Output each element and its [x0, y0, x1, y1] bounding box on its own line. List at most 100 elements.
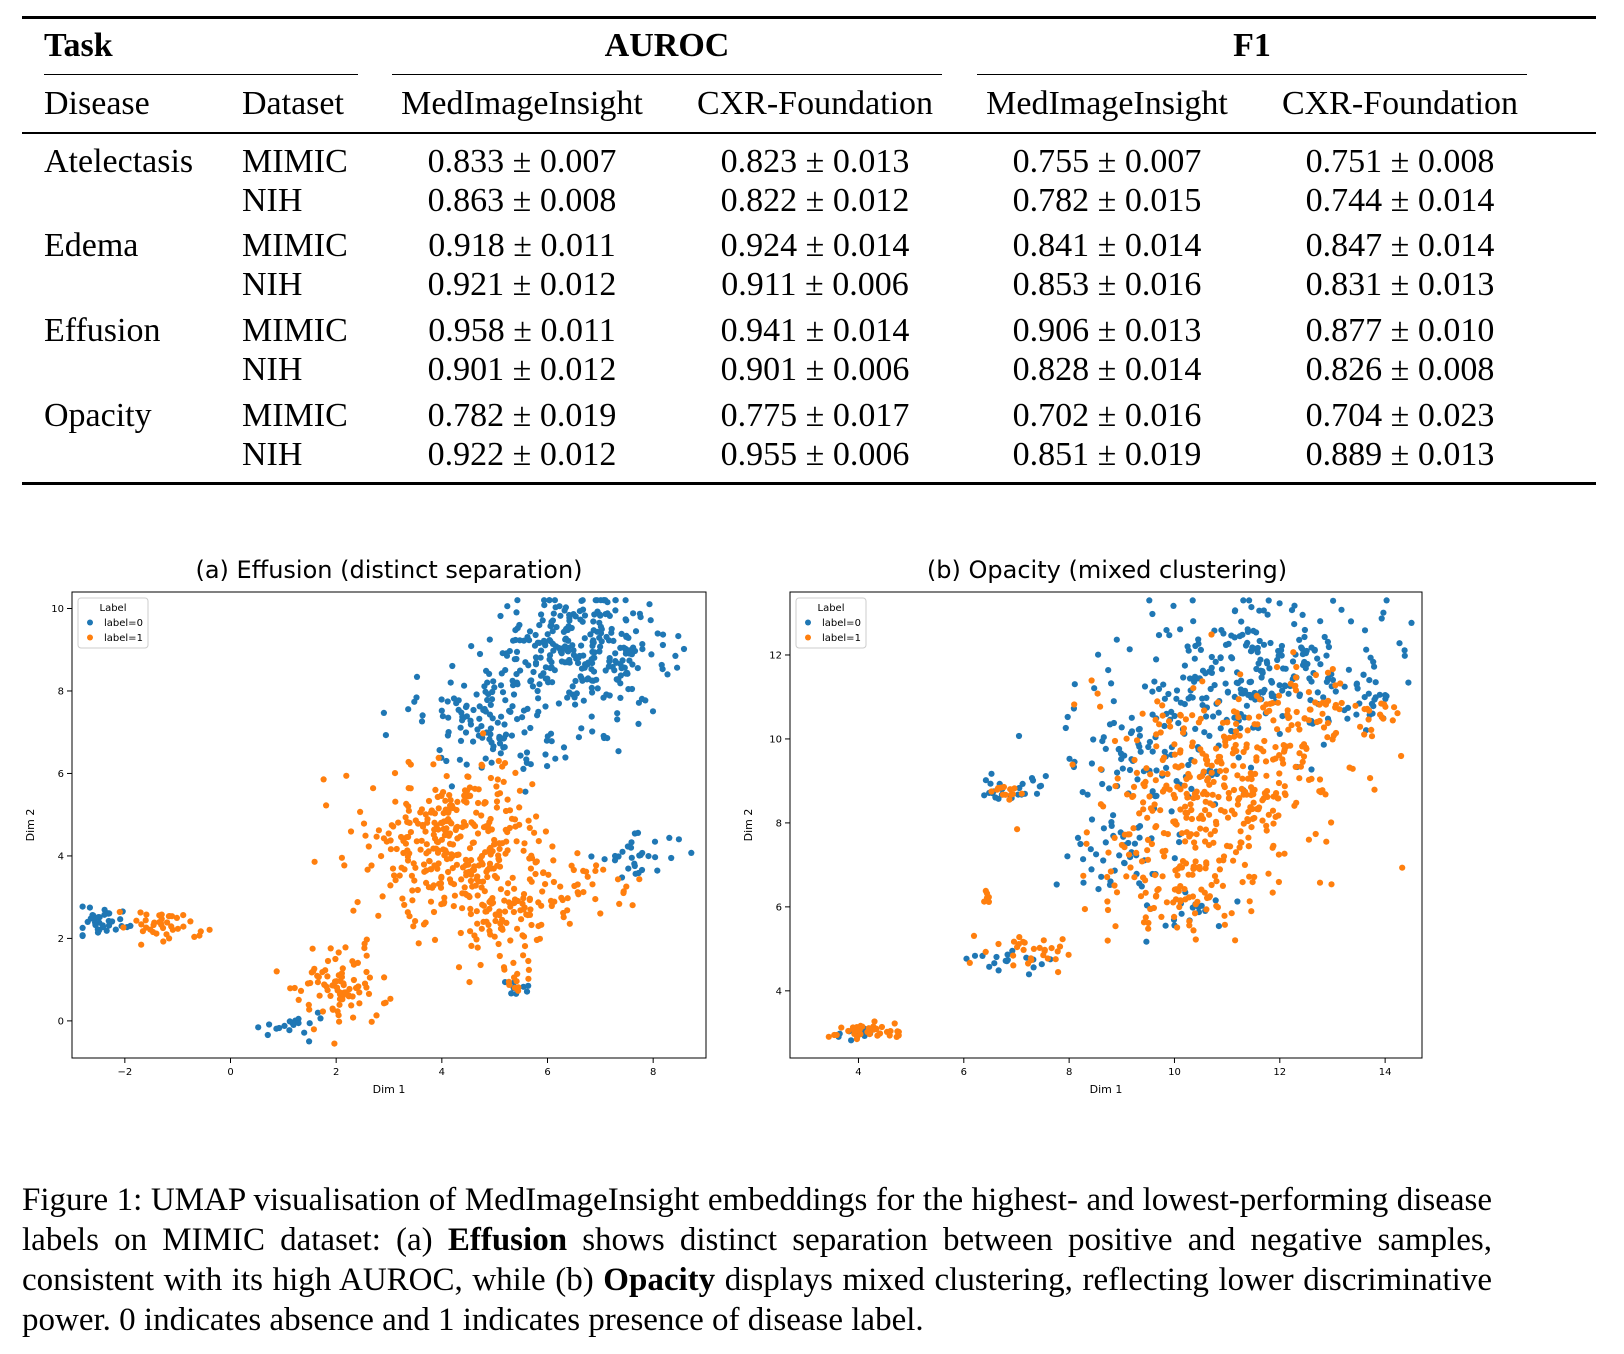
scatter-point-label-1 [411, 877, 418, 884]
scatter-point-label-1 [600, 866, 607, 873]
scatter-point-label-1 [494, 862, 501, 869]
scatter-point-label-1 [407, 761, 414, 768]
scatter-point-label-0 [1299, 651, 1306, 658]
scatter-point-label-0 [580, 697, 587, 704]
scatter-point-label-0 [572, 613, 579, 620]
scatter-point-label-1 [342, 989, 349, 996]
scatter-point-label-1 [1083, 840, 1090, 847]
scatter-point-label-0 [109, 918, 116, 925]
scatter-point-label-1 [1214, 904, 1221, 911]
scatter-point-label-1 [1142, 914, 1149, 921]
scatter-point-label-0 [560, 744, 568, 751]
scatter-point-label-0 [566, 611, 573, 619]
scatter-point-label-1 [1163, 899, 1170, 906]
scatter-point-label-0 [1211, 682, 1218, 689]
scatter-point-label-1 [499, 840, 506, 847]
scatter-point-label-1 [441, 852, 448, 859]
scatter-point-label-1 [467, 928, 474, 935]
scatter-point-label-1 [453, 861, 460, 868]
scatter-point-label-0 [1099, 780, 1106, 788]
scatter-point-label-1 [1147, 805, 1154, 812]
table-cell: 0.782 ± 0.015 [1012, 182, 1202, 219]
scatter-point-label-1 [1361, 706, 1368, 713]
scatter-point-label-0 [295, 1020, 302, 1027]
scatter-point-label-1 [1097, 766, 1104, 773]
table-cell: 0.828 ± 0.014 [1012, 351, 1202, 388]
scatter-point-label-0 [509, 677, 516, 684]
scatter-point-label-0 [1136, 743, 1143, 750]
scatter-point-label-1 [1272, 755, 1279, 762]
scatter-point-label-1 [1361, 731, 1368, 738]
scatter-point-label-1 [533, 858, 540, 865]
scatter-point-label-0 [611, 857, 619, 864]
scatter-point-label-1 [1281, 746, 1288, 753]
scatter-point-label-0 [542, 703, 549, 710]
scatter-point-label-0 [566, 617, 573, 624]
scatter-point-label-1 [324, 957, 332, 965]
scatter-point-label-1 [347, 828, 355, 835]
scatter-point-label-1 [1094, 690, 1101, 697]
scatter-point-label-1 [1219, 882, 1226, 889]
scatter-point-label-1 [306, 1006, 313, 1013]
scatter-point-label-0 [1243, 702, 1250, 709]
scatter-point-label-0 [654, 867, 661, 874]
scatter-point-label-1 [493, 874, 500, 882]
scatter-point-label-1 [1225, 789, 1232, 797]
scatter-point-label-1 [1048, 945, 1055, 952]
scatter-point-label-1 [474, 830, 482, 837]
scatter-point-label-1 [549, 843, 556, 850]
scatter-point-label-0 [596, 619, 603, 626]
scatter-point-label-0 [632, 628, 640, 635]
scatter-point-label-0 [1282, 683, 1289, 690]
scatter-point-label-0 [1405, 679, 1412, 686]
scatter-point-label-1 [580, 889, 587, 896]
scatter-point-label-0 [1212, 658, 1219, 665]
scatter-point-label-0 [1009, 947, 1016, 954]
scatter-point-label-1 [362, 832, 369, 839]
scatter-point-label-1 [507, 937, 514, 944]
scatter-point-label-0 [548, 664, 555, 671]
scatter-point-label-1 [871, 1018, 878, 1025]
scatter-point-label-1 [1216, 857, 1223, 864]
x-tick-label: 12 [1273, 1067, 1286, 1078]
scatter-point-label-1 [165, 913, 172, 920]
scatter-point-label-1 [340, 980, 347, 987]
scatter-point-label-1 [1218, 760, 1225, 767]
scatter-point-label-1 [420, 921, 428, 928]
scatter-point-label-1 [1147, 771, 1154, 778]
x-tick-label: 14 [1379, 1067, 1392, 1078]
scatter-point-label-0 [1088, 866, 1095, 873]
scatter-point-label-0 [540, 670, 547, 677]
scatter-point-label-1 [1071, 701, 1078, 708]
scatter-point-label-0 [489, 688, 496, 696]
y-tick-label: 8 [58, 686, 64, 697]
scatter-point-label-1 [1282, 791, 1289, 799]
scatter-point-label-1 [493, 783, 500, 790]
scatter-point-label-1 [453, 806, 460, 814]
scatter-point-label-0 [1250, 627, 1257, 634]
scatter-point-label-0 [568, 624, 575, 632]
scatter-point-label-1 [147, 926, 154, 933]
scatter-point-label-1 [1261, 790, 1268, 797]
scatter-point-label-1 [1232, 728, 1240, 735]
scatter-point-label-1 [446, 840, 454, 847]
table-cell: 0.831 ± 0.013 [1305, 266, 1495, 303]
scatter-point-label-1 [1382, 703, 1389, 710]
scatter-point-label-0 [613, 659, 620, 666]
scatter-point-label-0 [579, 597, 586, 604]
scatter-point-label-1 [1247, 770, 1254, 777]
scatter-point-label-0 [523, 756, 530, 763]
scatter-point-label-0 [1341, 683, 1348, 690]
scatter-point-label-0 [589, 689, 596, 696]
legend-marker-label-0 [805, 619, 811, 626]
scatter-point-label-0 [1220, 630, 1227, 637]
scatter-point-label-0 [443, 757, 450, 765]
header-auroc-col-2: CXR-Foundation [696, 85, 934, 122]
scatter-point-label-1 [1259, 797, 1266, 804]
scatter-point-label-0 [444, 732, 451, 739]
scatter-point-label-1 [1010, 938, 1018, 945]
scatter-point-label-0 [480, 707, 487, 714]
x-tick-label: 2 [333, 1067, 339, 1078]
scatter-point-label-1 [1185, 770, 1192, 778]
scatter-point-label-1 [1157, 729, 1164, 736]
